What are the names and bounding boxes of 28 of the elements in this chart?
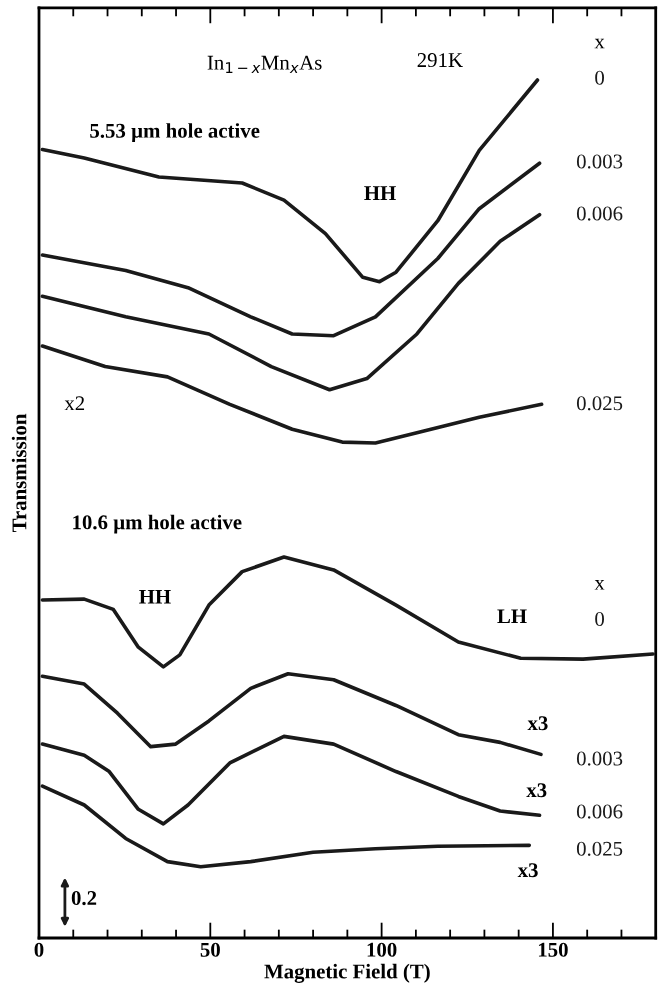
- x-tick-label: 150: [538, 942, 568, 957]
- annotation: 5.53 µm hole active: [90, 123, 260, 143]
- x-tick-label: 0: [34, 942, 44, 957]
- x-tick-label: 50: [200, 942, 220, 957]
- series-label: 0.006: [576, 206, 623, 221]
- y-axis-title: Transmission: [11, 413, 27, 533]
- series-label: 0.003: [576, 751, 623, 766]
- series-label: 0: [595, 612, 605, 627]
- text: 291K: [417, 53, 463, 68]
- annotation: x2: [64, 396, 85, 411]
- x-tick-label: 100: [367, 942, 397, 957]
- annotation: HH: [364, 186, 396, 200]
- annotation: x: [594, 580, 605, 590]
- annotation: 10.6 µm hole active: [73, 514, 242, 534]
- text: 0: [595, 70, 605, 85]
- series-label: 0.003: [576, 154, 623, 169]
- series-label: 0.025: [576, 396, 623, 411]
- annotation: x3: [517, 863, 538, 878]
- text: x: [594, 38, 605, 49]
- text: 0.025: [576, 841, 623, 856]
- annotation: LH: [497, 609, 527, 624]
- series-label: 0.006: [576, 804, 623, 819]
- annotation: x3: [526, 783, 547, 798]
- x-axis-title: Magnetic Field (T): [264, 963, 430, 983]
- annotation: 0.2: [71, 891, 97, 906]
- text: In$_{1−x}$Mn$_{x}$As: [207, 55, 322, 73]
- annotation: HH: [139, 589, 171, 604]
- annotation: x3: [527, 716, 548, 731]
